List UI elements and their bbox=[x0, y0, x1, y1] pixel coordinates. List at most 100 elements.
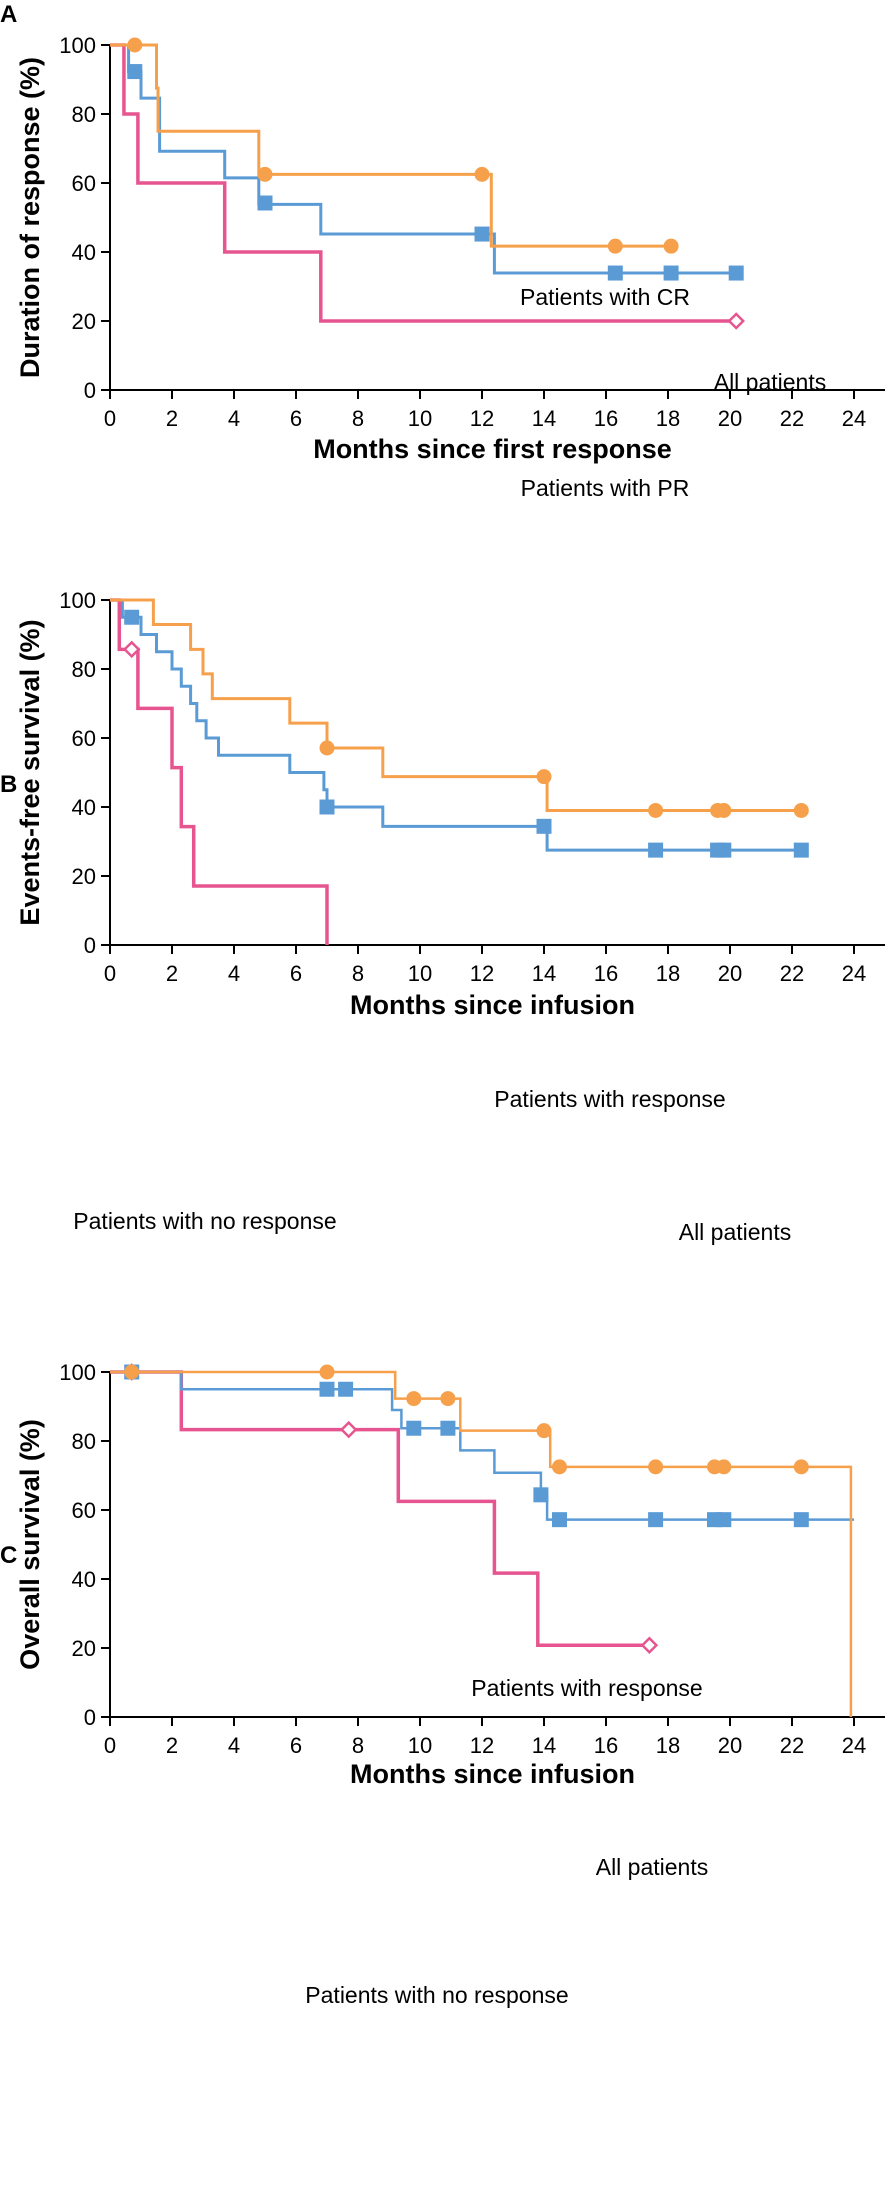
panel-a-x-tick-label: 4 bbox=[228, 406, 240, 431]
panel-b-x-tick-label: 6 bbox=[290, 961, 302, 986]
panel-a-cr-censor-marker bbox=[607, 238, 623, 254]
panel-a: A Months since first response Duration o… bbox=[0, 1, 885, 501]
panel-c-series-response-line bbox=[110, 1370, 853, 1717]
panel-b-y-tick-label: 40 bbox=[72, 795, 96, 820]
panel-b-y-tick-label: 20 bbox=[72, 864, 96, 889]
panel-b-response-censor-marker bbox=[536, 769, 552, 785]
panel-c-all-censor-marker bbox=[319, 1381, 335, 1397]
panel-c-x-tick-label: 22 bbox=[780, 1733, 804, 1758]
panel-c-x-tick-label: 6 bbox=[290, 1733, 302, 1758]
panel-c-x-tick-label: 0 bbox=[104, 1733, 116, 1758]
panel-c: C Months since infusion Overall survival… bbox=[0, 1360, 885, 2008]
panel-c-response-censor-marker bbox=[793, 1459, 809, 1475]
panel-b-x-tick-label: 8 bbox=[352, 961, 364, 986]
panel-b-x-tick-label: 4 bbox=[228, 961, 240, 986]
panel-a-x-tick-label: 20 bbox=[718, 406, 742, 431]
panel-c-x-tick-label: 20 bbox=[718, 1733, 742, 1758]
panel-a-all-censor-marker bbox=[257, 195, 273, 211]
panel-c-response-censor-marker bbox=[406, 1391, 422, 1407]
panel-c-response-censor-marker bbox=[124, 1364, 140, 1380]
panel-b-response-censor-marker bbox=[648, 802, 664, 818]
panel-b-x-tick-label: 2 bbox=[166, 961, 178, 986]
panel-b-x-tick-label: 24 bbox=[842, 961, 866, 986]
panel-c-y-tick-label: 20 bbox=[72, 1636, 96, 1661]
panel-a-all-censor-marker bbox=[474, 226, 490, 242]
panel-a-series-cr-line bbox=[110, 43, 672, 248]
panel-b-y-axis-title: Events-free survival (%) bbox=[15, 619, 45, 925]
panel-a-y-tick-label: 0 bbox=[84, 378, 96, 403]
panel-a-cr-censor-marker bbox=[474, 166, 490, 182]
panel-a-x-tick-label: 22 bbox=[780, 406, 804, 431]
panel-c-response-censor-marker bbox=[648, 1459, 664, 1475]
panel-c-response-censor-marker bbox=[319, 1364, 335, 1380]
panel-c-label-response: Patients with response bbox=[471, 1675, 702, 1701]
panel-c-label-no-response: Patients with no response bbox=[305, 1982, 568, 2008]
panel-c-no-response-censor-marker bbox=[339, 1420, 358, 1439]
panel-a-label-cr: Patients with CR bbox=[520, 284, 690, 310]
panel-a-all-censor-marker bbox=[127, 64, 143, 80]
panel-c-y-tick-label: 0 bbox=[84, 1705, 96, 1730]
panel-b-x-tick-label: 16 bbox=[594, 961, 618, 986]
panel-b-no-response-censor-marker bbox=[122, 640, 141, 659]
panel-c-all-censor-marker bbox=[793, 1512, 809, 1528]
panel-c-x-tick-label: 16 bbox=[594, 1733, 618, 1758]
panel-a-y-axis-title: Duration of response (%) bbox=[15, 57, 45, 378]
panel-a-x-tick-label: 14 bbox=[532, 406, 556, 431]
panel-b-response-censor-marker bbox=[793, 802, 809, 818]
panel-b-series-response-line bbox=[110, 598, 802, 812]
panel-a-x-tick-label: 10 bbox=[408, 406, 432, 431]
panel-c-series-no-response-line bbox=[110, 1370, 650, 1647]
panel-b-label-no-response: Patients with no response bbox=[73, 1208, 336, 1234]
panel-b: B Months since infusion Events-free surv… bbox=[0, 588, 885, 1245]
panel-b-y-tick-label: 100 bbox=[59, 588, 96, 613]
panel-a-x-tick-label: 18 bbox=[656, 406, 680, 431]
panel-b-response-censor-marker bbox=[319, 740, 335, 756]
panel-c-y-axis-title: Overall survival (%) bbox=[15, 1419, 45, 1670]
panel-c-letter: C bbox=[0, 1542, 17, 1569]
panel-a-series-all-line bbox=[110, 43, 737, 275]
panel-a-y-tick-label: 20 bbox=[72, 309, 96, 334]
panel-b-x-tick-label: 0 bbox=[104, 961, 116, 986]
panel-b-label-all: All patients bbox=[679, 1219, 792, 1245]
panel-c-x-tick-label: 18 bbox=[656, 1733, 680, 1758]
panel-b-x-axis-title: Months since infusion bbox=[350, 990, 635, 1020]
panel-a-x-tick-label: 2 bbox=[166, 406, 178, 431]
panel-c-all-censor-marker bbox=[716, 1512, 732, 1528]
panel-c-all-censor-marker bbox=[406, 1420, 422, 1436]
panel-a-x-tick-label: 24 bbox=[842, 406, 866, 431]
panel-b-x-tick-label: 20 bbox=[718, 961, 742, 986]
panel-c-response-censor-marker bbox=[440, 1391, 456, 1407]
panel-c-x-tick-label: 10 bbox=[408, 1733, 432, 1758]
panel-c-response-censor-marker bbox=[536, 1423, 552, 1439]
panel-b-y-tick-label: 60 bbox=[72, 726, 96, 751]
panel-b-series-all-line bbox=[110, 598, 802, 852]
panel-b-y-tick-label: 80 bbox=[72, 657, 96, 682]
panel-b-x-tick-label: 22 bbox=[780, 961, 804, 986]
panel-a-x-tick-label: 6 bbox=[290, 406, 302, 431]
panel-c-x-tick-label: 14 bbox=[532, 1733, 556, 1758]
panel-a-y-tick-label: 60 bbox=[72, 171, 96, 196]
panel-a-y-tick-label: 40 bbox=[72, 240, 96, 265]
panel-c-x-tick-label: 12 bbox=[470, 1733, 494, 1758]
panel-a-x-axis-title: Months since first response bbox=[313, 434, 672, 464]
panel-c-y-tick-label: 60 bbox=[72, 1498, 96, 1523]
panel-a-all-censor-marker bbox=[607, 265, 623, 281]
panel-c-x-tick-label: 24 bbox=[842, 1733, 866, 1758]
panel-c-x-axis-title: Months since infusion bbox=[350, 1759, 635, 1789]
panel-a-x-tick-label: 0 bbox=[104, 406, 116, 431]
panel-c-all-censor-marker bbox=[533, 1487, 549, 1503]
panel-a-x-tick-label: 8 bbox=[352, 406, 364, 431]
panel-b-all-censor-marker bbox=[716, 842, 732, 858]
panel-c-no-response-censor-marker bbox=[640, 1636, 659, 1655]
panel-c-all-censor-marker bbox=[552, 1512, 567, 1528]
panel-c-x-tick-label: 2 bbox=[166, 1733, 178, 1758]
panel-b-all-censor-marker bbox=[793, 842, 809, 858]
panel-b-all-censor-marker bbox=[319, 799, 335, 815]
panel-a-all-censor-marker bbox=[728, 265, 744, 281]
panel-c-label-all: All patients bbox=[596, 1854, 709, 1880]
panel-a-y-tick-label: 80 bbox=[72, 102, 96, 127]
panel-b-all-censor-marker bbox=[124, 609, 140, 625]
panel-a-letter: A bbox=[0, 1, 17, 28]
panel-a-cr-censor-marker bbox=[663, 238, 679, 254]
